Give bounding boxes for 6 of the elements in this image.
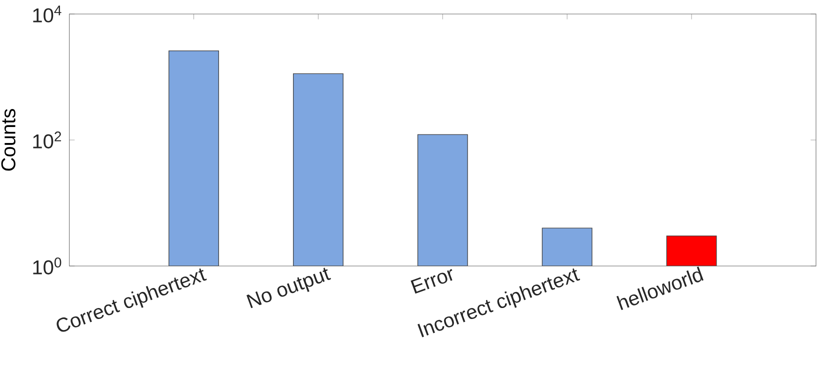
x-tick-label: No output: [246, 268, 332, 308]
y-tick-label: 10$^{2}$: [33, 132, 62, 148]
y-tick-label: 10$^{4}$: [33, 6, 62, 22]
y-axis-title: Counts: [1, 109, 16, 171]
x-tick-label: Error: [410, 269, 452, 294]
y-tick-label: 10$^{0}$: [33, 258, 62, 274]
